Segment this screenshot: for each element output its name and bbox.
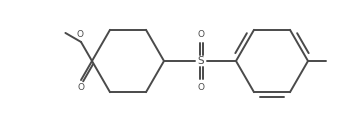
Text: O: O [77,30,84,39]
Text: O: O [198,30,205,39]
Text: O: O [198,83,205,92]
Text: S: S [198,56,204,66]
Text: O: O [78,83,85,92]
